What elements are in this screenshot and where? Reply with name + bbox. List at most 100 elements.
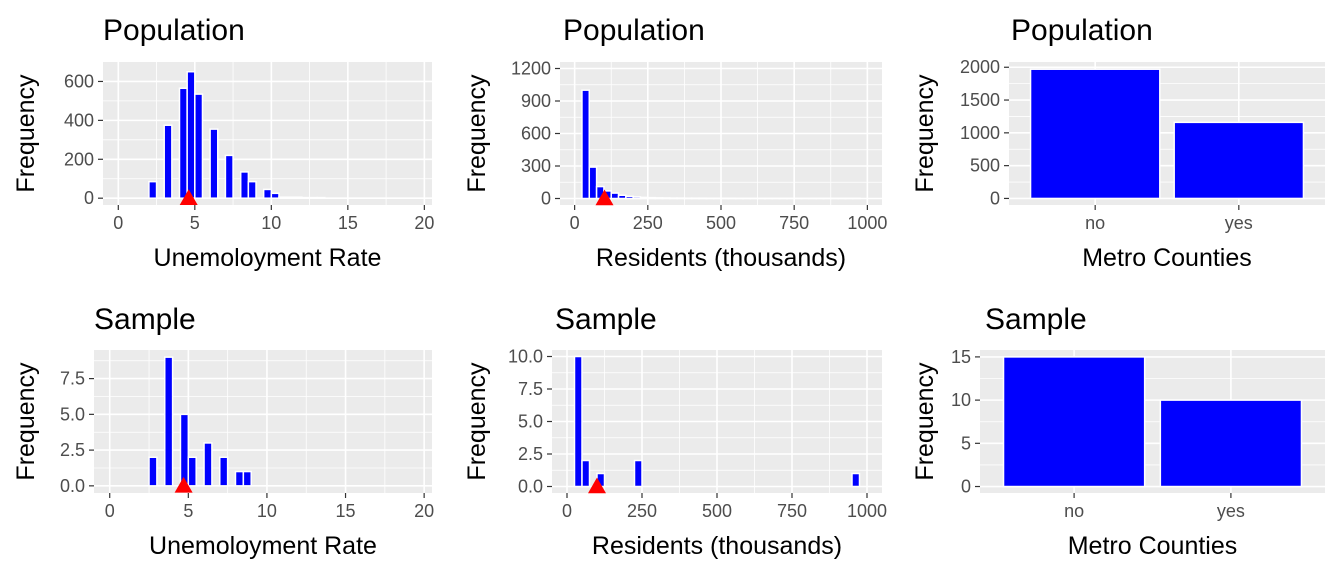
mean-marker — [174, 476, 193, 493]
y-tick-label: 500 — [970, 156, 1000, 176]
x-tick-label: 15 — [338, 213, 358, 233]
y-tick-label: 0 — [541, 189, 551, 209]
mean-marker — [179, 189, 198, 205]
panel-background — [103, 62, 432, 205]
histogram-bar — [661, 197, 671, 200]
histogram-bar — [209, 128, 219, 199]
y-axis-title: Frequency — [911, 362, 939, 481]
histogram-bar — [851, 472, 861, 488]
chart-panel-6: no yes 0 5 10 15 Sample Metro Counties Frequency — [911, 303, 1325, 560]
x-tick-label: 500 — [702, 501, 732, 521]
histogram-bar — [633, 459, 643, 488]
histogram-bar — [163, 356, 174, 487]
histogram-bar — [647, 196, 656, 200]
panel-title: Population — [563, 14, 705, 47]
y-tick-label: 600 — [64, 71, 94, 91]
histogram-bar — [278, 196, 288, 199]
histogram-bar — [581, 459, 591, 488]
y-tick-label: 5.0 — [60, 404, 85, 424]
panel-title: Population — [103, 14, 245, 47]
x-tick-label: 250 — [627, 501, 657, 521]
x-tick-label: yes — [1217, 501, 1245, 521]
chart-panel-4: 0 5 10 15 20 0.0 2.5 5.0 7.5 Sample Unemoloyment R… — [12, 303, 434, 560]
x-axis-title: Residents (thousands) — [596, 244, 846, 272]
x-tick-label: 1000 — [847, 213, 887, 233]
y-tick-label: 300 — [521, 156, 551, 176]
histogram-bar — [186, 70, 196, 199]
y-tick-label: 5.0 — [518, 412, 543, 432]
x-tick-label: 750 — [777, 501, 807, 521]
y-tick-label: 0.0 — [518, 477, 543, 497]
histogram-bar — [301, 196, 311, 199]
histogram-bar — [285, 196, 296, 199]
y-tick-label: 0.0 — [60, 476, 85, 496]
x-axis-title: Residents (thousands) — [592, 532, 842, 560]
y-tick-label: 1200 — [511, 59, 551, 79]
x-tick-label: 20 — [414, 501, 434, 521]
x-tick-label: 10 — [261, 213, 281, 233]
y-tick-label: 10 — [951, 390, 971, 410]
y-tick-label: 0 — [84, 188, 94, 208]
y-axis-title: Frequency — [463, 74, 491, 193]
chart-panel-2: 0 250 500 750 1000 0 300 600 900 1200 Population Re… — [463, 14, 887, 272]
histogram-bar — [194, 93, 204, 199]
histogram-bar — [179, 413, 190, 487]
mean-marker — [595, 189, 614, 206]
panel-title: Sample — [985, 303, 1087, 336]
chart-panel-5: 0 250 500 750 1000 0.0 2.5 5.0 7.5 10.0 Sample Resi… — [463, 303, 887, 560]
chart-panel-3: no yes 0 500 1000 1500 2000 Population Metro Cou… — [911, 14, 1325, 272]
panel-title: Sample — [555, 303, 657, 336]
histogram-bar — [573, 355, 583, 488]
y-tick-label: 900 — [521, 91, 551, 111]
histogram-bar — [148, 456, 158, 487]
histogram-bar — [654, 197, 664, 200]
x-tick-label: no — [1085, 213, 1105, 233]
x-tick-label: 20 — [414, 213, 434, 233]
bar-no — [1029, 68, 1161, 200]
histogram-bar — [262, 188, 273, 199]
x-tick-label: 15 — [336, 501, 356, 521]
x-axis-title: Metro Counties — [1082, 244, 1252, 272]
histogram-bar — [308, 196, 318, 199]
histogram-bar — [293, 196, 303, 199]
x-axis-title: Metro Counties — [1068, 532, 1238, 560]
histogram-bar — [234, 470, 245, 487]
y-tick-label: 10.0 — [508, 347, 543, 367]
x-tick-label: 0 — [113, 213, 123, 233]
x-tick-label: no — [1064, 501, 1084, 521]
y-tick-label: 0 — [961, 477, 971, 497]
histogram-bar — [581, 89, 591, 200]
panel-title: Population — [1011, 14, 1153, 47]
histogram-bar — [178, 87, 188, 199]
y-tick-label: 0 — [990, 188, 1000, 208]
x-tick-label: 0 — [570, 213, 580, 233]
y-tick-label: 2.5 — [60, 440, 85, 460]
histogram-bar — [625, 195, 634, 200]
x-tick-label: yes — [1225, 213, 1253, 233]
panel-background — [94, 350, 432, 493]
y-tick-label: 2000 — [960, 57, 1000, 77]
y-tick-label: 2.5 — [518, 444, 543, 464]
histogram-bar — [316, 196, 326, 199]
x-tick-label: 5 — [183, 501, 193, 521]
panel-title: Sample — [94, 303, 196, 336]
x-tick-label: 5 — [190, 213, 200, 233]
y-tick-label: 1500 — [960, 90, 1000, 110]
x-tick-label: 1000 — [847, 501, 887, 521]
histogram-bar — [203, 442, 213, 487]
y-tick-label: 600 — [521, 124, 551, 144]
x-axis-title: Unemoloyment Rate — [154, 244, 382, 272]
histogram-bar — [224, 154, 234, 199]
histogram-bar — [617, 194, 627, 200]
y-axis-title: Frequency — [463, 362, 491, 481]
y-tick-label: 5 — [961, 433, 971, 453]
x-tick-label: 750 — [779, 213, 809, 233]
x-tick-label: 0 — [105, 501, 115, 521]
mean-marker — [588, 477, 606, 494]
histogram-bar — [163, 124, 173, 199]
bar-yes — [1159, 399, 1303, 488]
y-tick-label: 200 — [64, 149, 94, 169]
histogram-bar — [270, 192, 280, 199]
x-tick-label: 0 — [562, 501, 572, 521]
